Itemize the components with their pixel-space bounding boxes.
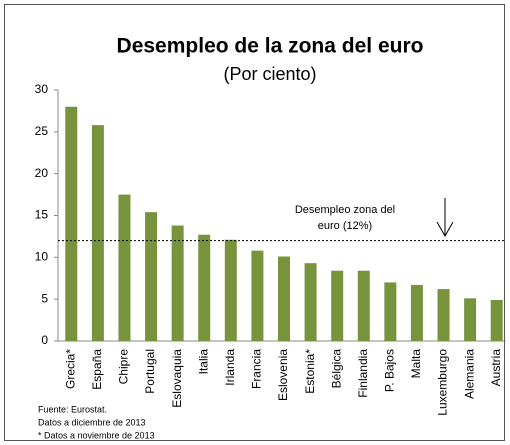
bar <box>145 212 158 341</box>
bar <box>278 256 290 341</box>
chart-border <box>4 4 505 441</box>
y-tick-label: 25 <box>35 124 49 138</box>
bar <box>118 194 131 341</box>
x-tick-label: Finlandia <box>356 349 370 398</box>
bar <box>410 284 423 341</box>
bar <box>490 300 503 341</box>
bar <box>224 239 237 341</box>
bar <box>91 125 104 341</box>
x-tick-label: Portugal <box>143 349 157 394</box>
reference-label: Desempleo zona del <box>295 204 395 216</box>
x-tick-label: Irlanda <box>223 349 237 386</box>
x-tick-label: Malta <box>409 349 423 379</box>
x-tick-label: Grecia* <box>63 349 77 389</box>
x-tick-label: Luxemburgo <box>436 349 450 416</box>
bar <box>171 225 184 341</box>
x-tick-label: Eslovaquia <box>170 349 184 408</box>
chart-title: Desempleo de la zona del euro <box>117 35 424 58</box>
annotation-arrow-head <box>436 221 454 238</box>
x-tick-label: Francia <box>250 349 264 389</box>
bar <box>357 270 370 341</box>
x-tick-label: Italia <box>196 349 210 375</box>
bar <box>251 250 264 341</box>
footnote: Datos a diciembre de 2013 <box>38 417 146 427</box>
x-tick-label: P. Bajos <box>383 349 397 392</box>
bar <box>198 234 211 341</box>
x-tick-label: Bélgica <box>329 349 343 389</box>
bar <box>65 106 78 341</box>
x-tick-label: Austria <box>489 349 503 387</box>
x-tick-label: Alemania <box>462 349 476 399</box>
x-tick-label: Eslovenia <box>276 349 290 401</box>
bar <box>331 270 344 341</box>
footnote: Fuente: Eurostat. <box>38 404 107 414</box>
y-tick-label: 15 <box>35 208 49 222</box>
bar <box>437 289 450 341</box>
y-tick-label: 10 <box>35 250 49 264</box>
bar <box>304 263 317 341</box>
reference-label: euro (12%) <box>318 220 372 232</box>
y-tick-label: 20 <box>35 166 49 180</box>
bar <box>464 298 477 341</box>
y-tick-label: 30 <box>35 82 49 96</box>
x-tick-label: Estonia* <box>303 349 317 394</box>
footnote: * Datos a noviembre de 2013 <box>38 430 155 440</box>
x-tick-label: Chipre <box>117 349 131 385</box>
y-tick-label: 0 <box>41 333 48 347</box>
bar <box>384 282 397 341</box>
x-tick-label: España <box>90 349 104 390</box>
y-tick-label: 5 <box>41 291 48 305</box>
chart-subtitle: (Por ciento) <box>223 64 316 84</box>
